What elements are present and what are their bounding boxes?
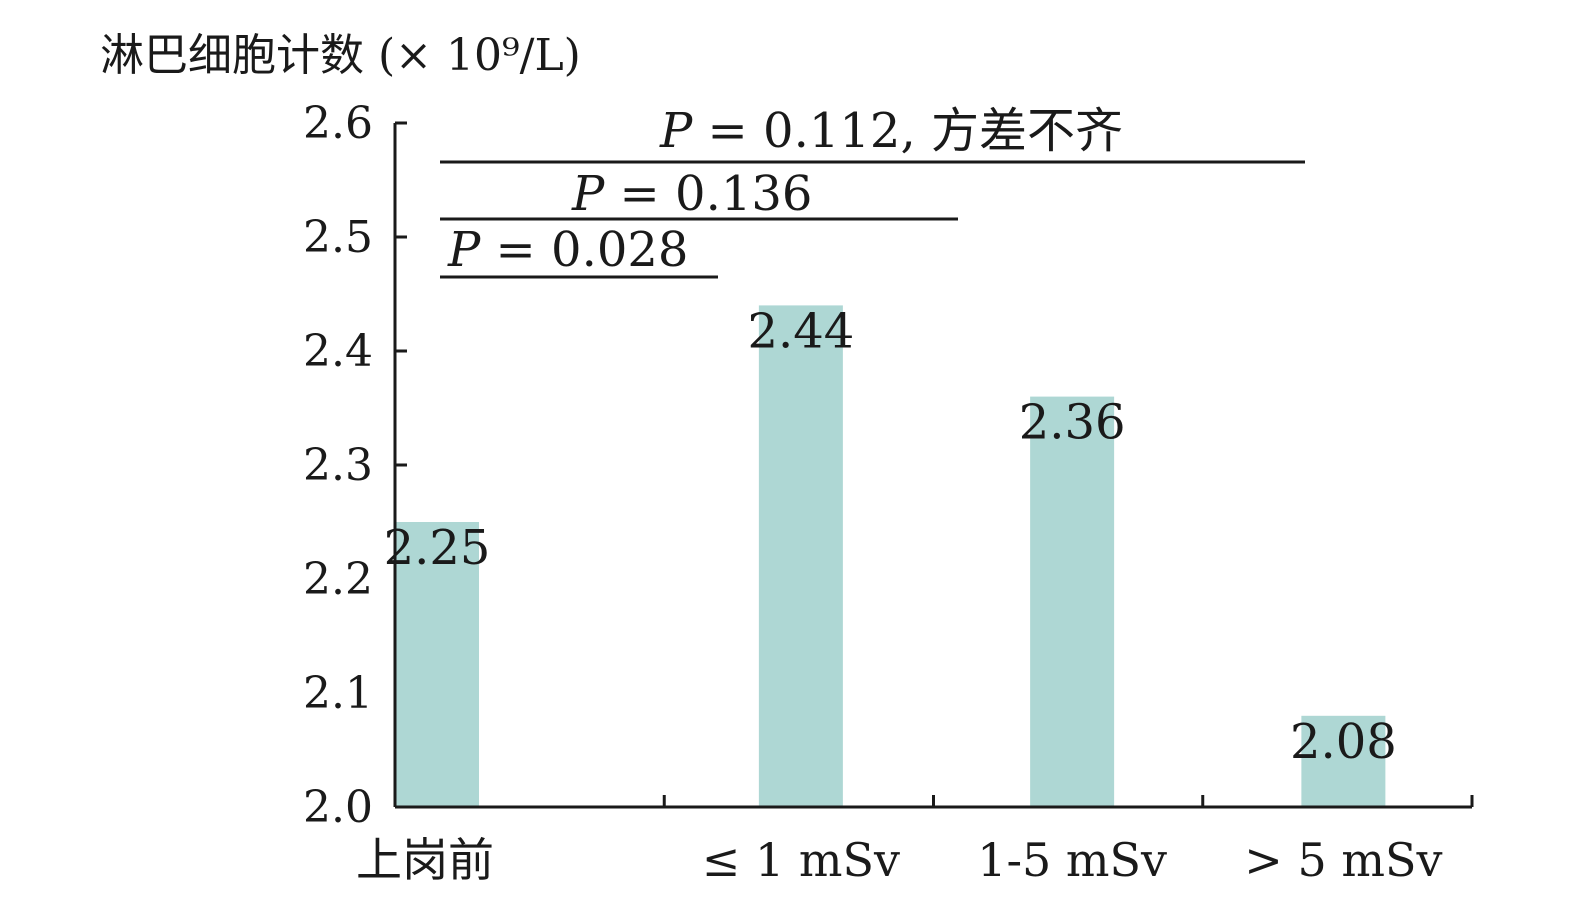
y-tick-label: 2.5 — [303, 212, 373, 263]
bar — [758, 305, 843, 807]
data-labels: 2.25 2.44 2.36 2.08 — [384, 303, 1397, 769]
y-tick-label: 2.0 — [303, 782, 373, 833]
data-label: 2.08 — [1290, 714, 1397, 770]
y-tick-label: 2.1 — [303, 668, 373, 719]
p-value-label: P = 0.112, 方差不齐 — [659, 103, 1123, 159]
y-tick-label: 2.4 — [303, 326, 373, 377]
p-value-label: P = 0.028 — [447, 222, 688, 278]
bar — [1301, 715, 1386, 807]
data-label: 2.44 — [747, 303, 854, 359]
y-tick-label: 2.6 — [303, 98, 373, 149]
x-category-label: > 5 mSv — [1244, 833, 1442, 887]
p-value-label: P = 0.136 — [571, 166, 812, 222]
x-categories: 上岗前 ≤ 1 mSv 1-5 mSv > 5 mSv — [356, 833, 1442, 887]
x-category-label: ≤ 1 mSv — [702, 833, 900, 887]
data-label: 2.25 — [384, 520, 491, 576]
bar — [1030, 396, 1115, 807]
bar — [395, 522, 479, 807]
y-axis-label: 淋巴细胞计数 (× 10⁹/L) — [100, 30, 581, 81]
x-category-label: 1-5 mSv — [977, 833, 1167, 887]
y-ticks: 2.0 2.1 2.2 2.3 2.4 2.5 2.6 — [303, 98, 1474, 833]
y-tick-label: 2.3 — [303, 440, 373, 491]
x-category-label: 上岗前 — [356, 833, 494, 887]
y-tick-label: 2.2 — [303, 554, 373, 605]
data-label: 2.36 — [1019, 395, 1126, 451]
bars — [395, 305, 1386, 807]
